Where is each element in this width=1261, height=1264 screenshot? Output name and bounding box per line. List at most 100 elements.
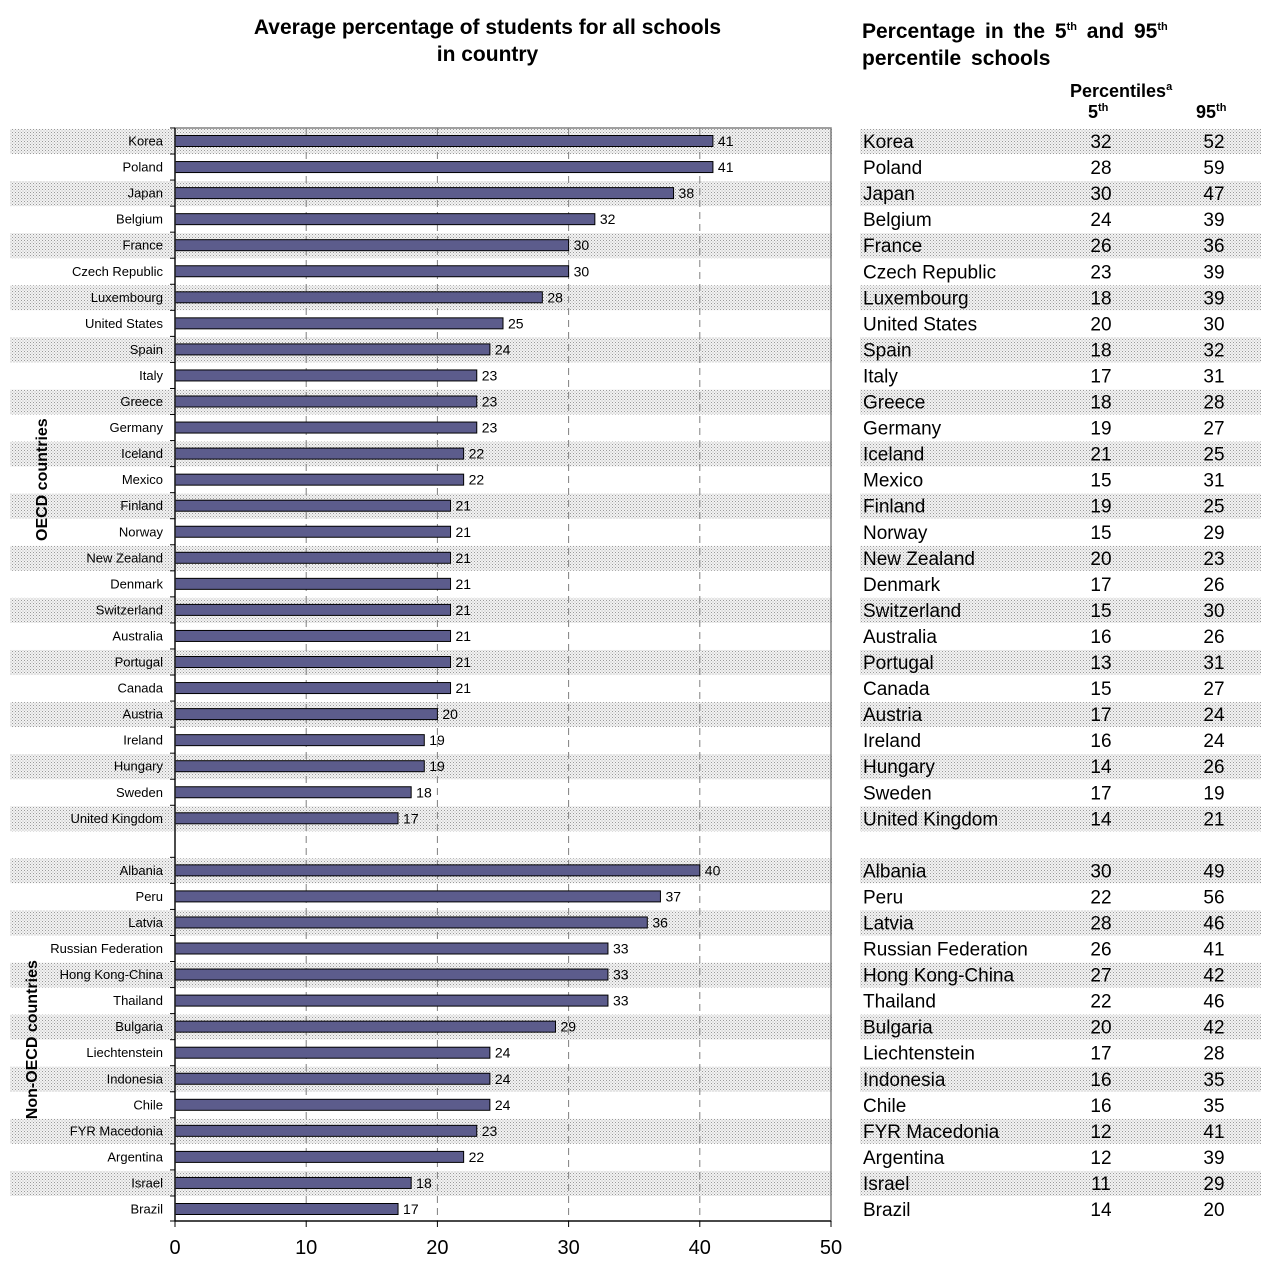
row-stripe-right — [860, 233, 1261, 259]
table-country: Canada — [863, 679, 930, 700]
chart-title: Average percentage of students for all s… — [200, 14, 775, 68]
bar — [174, 1046, 491, 1059]
bar — [174, 786, 412, 799]
data-label: 21 — [456, 576, 472, 592]
chart-title-line2: in country — [436, 43, 539, 66]
table-value-95th: 28 — [1203, 1044, 1224, 1065]
table-value-5th: 11 — [1091, 1174, 1111, 1195]
table-value-5th: 26 — [1090, 236, 1111, 257]
table-value-95th: 27 — [1203, 679, 1224, 700]
data-label: 23 — [482, 394, 498, 410]
bar — [174, 734, 425, 747]
table-country: United Kingdom — [863, 809, 998, 830]
data-label: 20 — [442, 706, 458, 722]
data-label: 18 — [416, 1175, 432, 1191]
country-label: Thailand — [113, 993, 163, 1008]
bar — [174, 213, 596, 226]
table-value-95th: 20 — [1203, 1200, 1224, 1221]
country-label: France — [123, 238, 163, 253]
table-value-5th: 26 — [1090, 940, 1111, 961]
chart-title-line1: Average percentage of students for all s… — [253, 16, 722, 39]
bar — [174, 682, 452, 695]
row-stripe-right — [860, 754, 1261, 780]
table-value-95th: 35 — [1203, 1096, 1224, 1117]
bar — [174, 265, 570, 278]
table-value-95th: 52 — [1203, 132, 1224, 153]
table-value-5th: 20 — [1090, 1018, 1111, 1039]
row-stripe-right — [860, 962, 1261, 988]
table-country: FYR Macedonia — [863, 1122, 1000, 1143]
data-label: 24 — [495, 1097, 511, 1113]
table-country: Portugal — [863, 653, 934, 674]
data-label: 21 — [456, 628, 472, 644]
table-country: Germany — [863, 419, 942, 440]
data-label: 41 — [718, 133, 734, 149]
table-country: Belgium — [863, 210, 932, 231]
table-value-5th: 23 — [1090, 262, 1111, 283]
country-label: Portugal — [115, 655, 164, 670]
bar — [174, 1150, 465, 1163]
table-country: Austria — [863, 705, 923, 726]
table-value-5th: 19 — [1090, 497, 1111, 518]
table-value-5th: 20 — [1090, 549, 1111, 570]
table-value-95th: 41 — [1203, 940, 1224, 961]
table-country: Poland — [863, 158, 922, 179]
bar — [174, 603, 452, 616]
table-value-95th: 39 — [1203, 1148, 1224, 1169]
table-value-95th: 39 — [1203, 262, 1224, 283]
country-label: Switzerland — [96, 602, 163, 617]
data-label: 30 — [574, 237, 590, 253]
table-value-5th: 19 — [1090, 419, 1111, 440]
x-tick-label: 50 — [820, 1237, 842, 1259]
table-value-95th: 24 — [1203, 731, 1225, 752]
table-country: Argentina — [863, 1148, 945, 1169]
bar — [174, 291, 543, 304]
table-value-95th: 47 — [1203, 184, 1224, 205]
table-value-5th: 14 — [1090, 1200, 1112, 1221]
country-label: Denmark — [110, 576, 163, 591]
table-country: Czech Republic — [863, 262, 996, 283]
row-stripe-right — [860, 597, 1261, 623]
table-value-95th: 39 — [1203, 210, 1224, 231]
table-value-5th: 14 — [1090, 757, 1112, 778]
row-stripe-right — [860, 858, 1261, 884]
country-label: United Kingdom — [71, 811, 164, 826]
x-tick-label: 10 — [295, 1237, 317, 1259]
country-label: Japan — [128, 186, 163, 201]
bar — [174, 708, 438, 721]
country-label: New Zealand — [86, 550, 163, 565]
country-label: Italy — [139, 368, 163, 383]
table-value-5th: 17 — [1090, 1044, 1111, 1065]
table-country: Latvia — [863, 913, 914, 934]
row-stripe-right — [860, 1118, 1261, 1144]
x-tick-label: 0 — [169, 1237, 180, 1259]
data-label: 41 — [718, 159, 734, 175]
table-value-5th: 12 — [1090, 1122, 1111, 1143]
bar — [174, 525, 452, 538]
row-stripe-right — [860, 1170, 1261, 1196]
table-value-5th: 18 — [1090, 288, 1111, 309]
country-label: Czech Republic — [72, 264, 164, 279]
table-value-5th: 15 — [1090, 523, 1111, 544]
table-country: France — [863, 236, 922, 257]
table-country: Switzerland — [863, 601, 961, 622]
table-country: Bulgaria — [863, 1018, 933, 1039]
bar — [174, 343, 491, 356]
data-label: 21 — [456, 654, 472, 670]
table-value-95th: 46 — [1203, 992, 1224, 1013]
bar — [174, 187, 675, 200]
table-value-5th: 15 — [1090, 601, 1111, 622]
table-value-5th: 28 — [1090, 913, 1111, 934]
table-value-95th: 41 — [1203, 1122, 1224, 1143]
table-country: Mexico — [863, 471, 923, 492]
country-label: Greece — [120, 394, 163, 409]
table-country: Italy — [863, 366, 898, 387]
table-country: Thailand — [863, 992, 936, 1013]
country-label: Indonesia — [107, 1071, 164, 1086]
country-label: Hong Kong-China — [60, 967, 164, 982]
table-value-95th: 30 — [1203, 601, 1224, 622]
table-value-5th: 22 — [1090, 887, 1111, 908]
data-label: 25 — [508, 315, 524, 331]
percentile-table-title: Percentage in the 5th and 95th percentil… — [862, 14, 1234, 72]
table-value-5th: 22 — [1090, 992, 1111, 1013]
